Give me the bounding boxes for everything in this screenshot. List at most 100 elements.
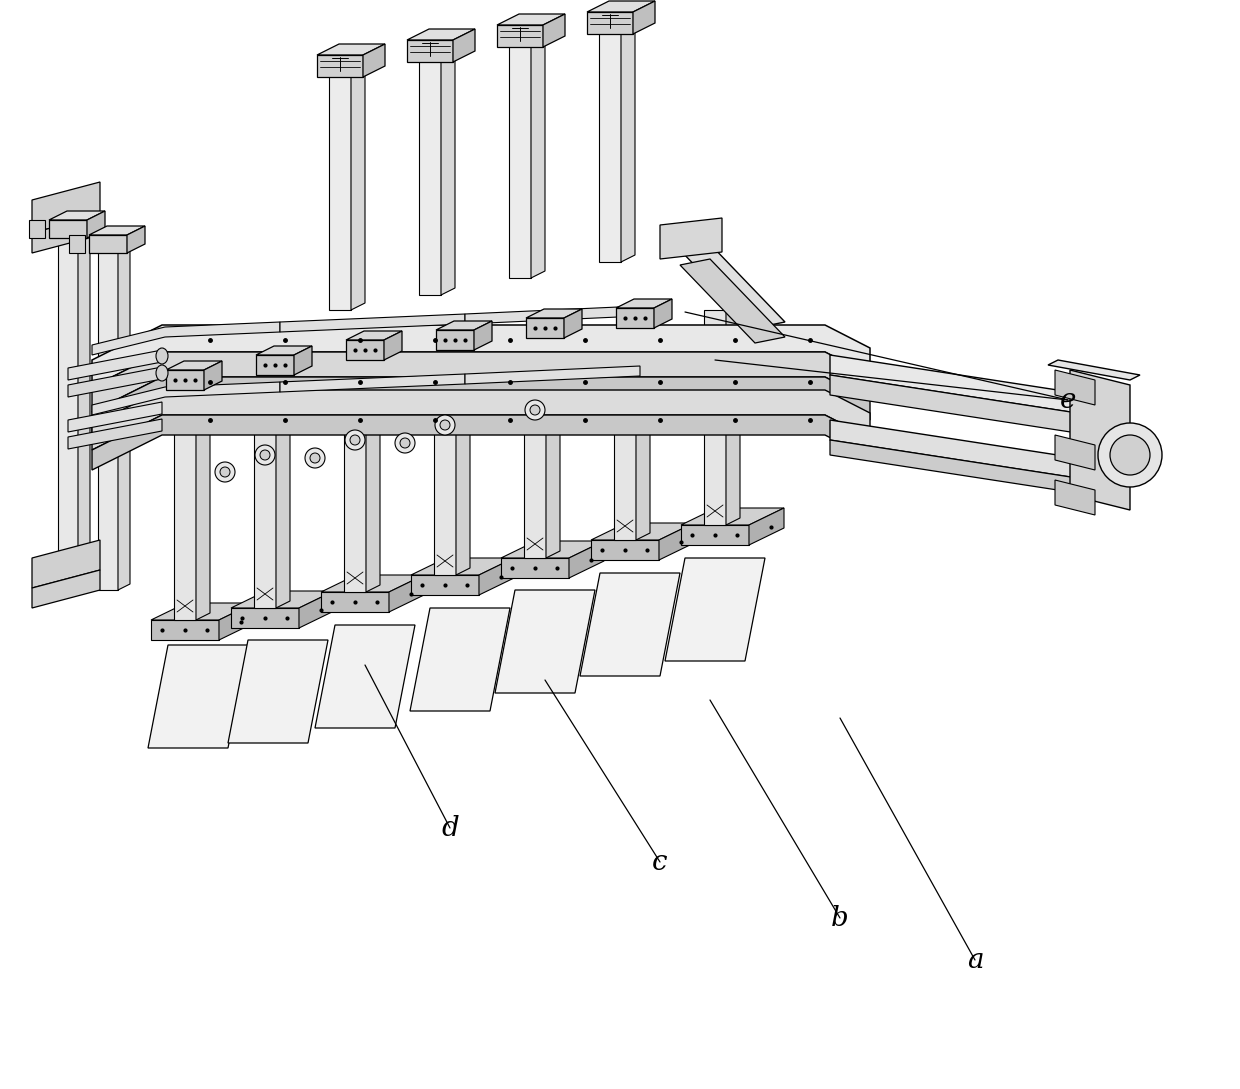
Circle shape [350,435,360,445]
Polygon shape [564,309,582,338]
Polygon shape [69,235,86,253]
Polygon shape [1055,480,1095,515]
Polygon shape [231,608,299,628]
Polygon shape [616,308,653,328]
Polygon shape [456,348,470,575]
Polygon shape [389,575,424,612]
Polygon shape [32,215,100,253]
Polygon shape [329,56,351,310]
Polygon shape [681,507,784,525]
Polygon shape [465,366,640,384]
Polygon shape [636,318,650,540]
Circle shape [396,433,415,453]
Polygon shape [830,420,1090,480]
Polygon shape [346,331,402,340]
Polygon shape [317,56,363,77]
Polygon shape [497,14,565,25]
Polygon shape [543,14,565,47]
Polygon shape [660,218,722,259]
Polygon shape [174,400,196,620]
Polygon shape [436,330,474,350]
Polygon shape [255,355,294,375]
Polygon shape [616,299,672,308]
Polygon shape [569,541,604,578]
Polygon shape [92,377,870,432]
Polygon shape [231,591,334,608]
Polygon shape [830,375,1090,435]
Polygon shape [151,603,254,620]
Polygon shape [384,331,402,360]
Polygon shape [92,415,870,470]
Circle shape [310,453,320,463]
Polygon shape [321,592,389,612]
Polygon shape [317,44,384,56]
Polygon shape [32,540,100,588]
Polygon shape [277,378,290,608]
Circle shape [529,405,539,415]
Ellipse shape [156,348,167,364]
Polygon shape [98,235,118,590]
Polygon shape [508,25,531,278]
Polygon shape [501,558,569,578]
Polygon shape [58,220,78,580]
Polygon shape [658,523,694,560]
Polygon shape [346,340,384,360]
Polygon shape [546,333,560,558]
Polygon shape [50,220,87,238]
Polygon shape [280,314,465,332]
Polygon shape [321,575,424,592]
Circle shape [255,445,275,465]
Polygon shape [621,5,635,262]
Polygon shape [255,346,312,355]
Polygon shape [632,1,655,34]
Polygon shape [50,211,105,220]
Polygon shape [410,558,515,575]
Polygon shape [148,645,248,748]
Circle shape [345,430,365,450]
Polygon shape [531,19,546,278]
Polygon shape [205,360,222,390]
Polygon shape [580,573,680,676]
Polygon shape [92,352,870,412]
Polygon shape [410,608,510,711]
Polygon shape [254,386,277,608]
Text: b: b [831,905,849,931]
Polygon shape [68,350,162,380]
Polygon shape [315,625,415,729]
Circle shape [215,462,236,482]
Polygon shape [526,309,582,318]
Polygon shape [465,306,640,325]
Polygon shape [151,620,219,640]
Polygon shape [228,640,329,743]
Polygon shape [1048,360,1140,380]
Polygon shape [591,540,658,560]
Circle shape [260,450,270,460]
Polygon shape [166,370,205,390]
Polygon shape [653,299,672,328]
Polygon shape [407,40,453,62]
Circle shape [440,420,450,430]
Polygon shape [680,244,785,328]
Polygon shape [68,402,162,432]
Polygon shape [434,355,456,575]
Polygon shape [479,558,515,595]
Circle shape [401,438,410,448]
Polygon shape [591,523,694,540]
Polygon shape [749,507,784,544]
Polygon shape [89,227,145,235]
Polygon shape [219,603,254,640]
Polygon shape [453,29,475,62]
Polygon shape [196,393,210,620]
Polygon shape [830,440,1090,495]
Polygon shape [436,321,492,330]
Polygon shape [704,310,725,525]
Polygon shape [526,318,564,338]
Polygon shape [118,229,130,590]
Polygon shape [1055,370,1095,405]
Polygon shape [407,29,475,40]
Polygon shape [29,220,45,238]
Text: c: c [652,848,668,876]
Polygon shape [32,182,100,233]
Polygon shape [280,374,465,392]
Polygon shape [126,227,145,253]
